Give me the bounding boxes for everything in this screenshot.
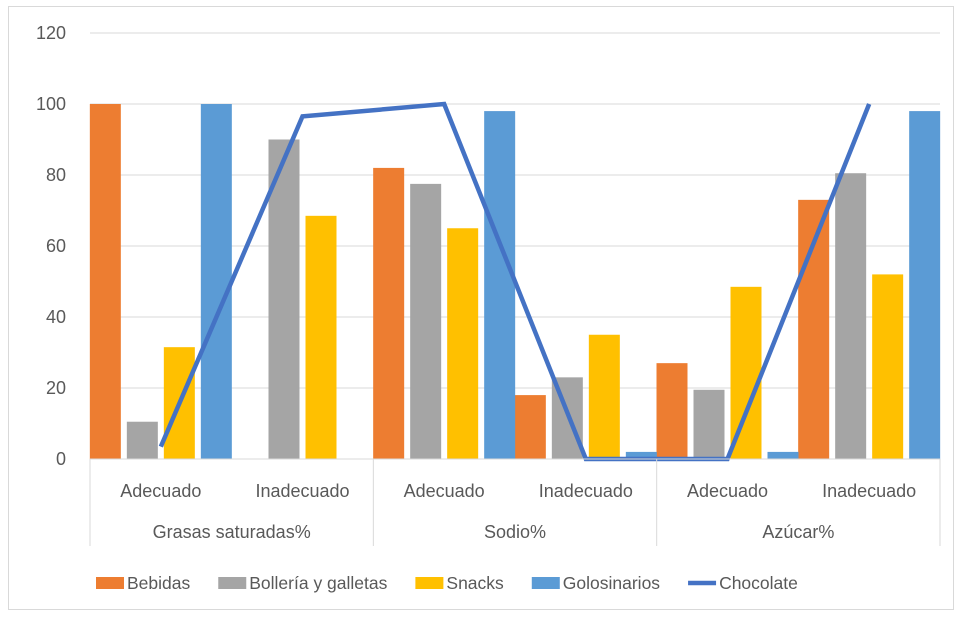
legend-label: Bollería y galletas xyxy=(249,573,387,593)
bar-snacks-4 xyxy=(730,286,762,459)
legend-item-chocolate[interactable]: Chocolate xyxy=(688,573,798,593)
y-tick-label: 40 xyxy=(46,307,66,327)
x-group-label: Grasas saturadas% xyxy=(153,522,311,542)
bar-bebidas-4 xyxy=(656,363,688,459)
legend-swatch xyxy=(531,577,560,589)
bar-snacks-2 xyxy=(447,228,479,459)
x-tick-label: Adecuado xyxy=(687,481,768,501)
x-tick-label: Adecuado xyxy=(120,481,201,501)
y-tick-label: 0 xyxy=(56,449,66,469)
legend-swatch xyxy=(415,577,444,589)
legend-label: Chocolate xyxy=(719,573,798,593)
x-tick-label: Adecuado xyxy=(404,481,485,501)
x-tick-label: Inadecuado xyxy=(255,481,349,501)
bar-golosinarios-4 xyxy=(767,451,799,459)
bar-snacks-1 xyxy=(305,215,337,459)
legend-item-boller-a-y-galletas[interactable]: Bollería y galletas xyxy=(218,573,388,593)
bar-bebidas-0 xyxy=(89,104,121,459)
legend-item-golosinarios[interactable]: Golosinarios xyxy=(531,573,661,593)
x-tick-label: Inadecuado xyxy=(822,481,916,501)
line-chocolate xyxy=(158,101,872,462)
bar-golosinarios-2 xyxy=(484,111,516,459)
bar-bebidas-2 xyxy=(373,167,405,459)
bar-snacks-5 xyxy=(872,274,904,459)
bar-boller-a-y-galletas-2 xyxy=(410,183,442,459)
bar-golosinarios-5 xyxy=(909,111,941,459)
chart-frame xyxy=(8,6,954,610)
x-group-label: Azúcar% xyxy=(762,522,834,542)
legend-swatch xyxy=(96,577,124,589)
legend-item-bebidas[interactable]: Bebidas xyxy=(96,573,190,593)
bar-boller-a-y-galletas-0 xyxy=(126,421,158,459)
bar-boller-a-y-galletas-4 xyxy=(693,389,725,459)
legend-label: Bebidas xyxy=(127,573,190,593)
bar-golosinarios-0 xyxy=(200,104,232,459)
x-tick-label: Inadecuado xyxy=(539,481,633,501)
bar-boller-a-y-galletas-5 xyxy=(835,173,867,459)
legend-swatch xyxy=(218,577,247,589)
bar-boller-a-y-galletas-1 xyxy=(268,139,300,459)
y-tick-label: 60 xyxy=(46,236,66,256)
x-group-label: Sodio% xyxy=(484,522,546,542)
bar-snacks-3 xyxy=(588,334,620,459)
bar-bebidas-3 xyxy=(514,395,546,459)
bar-golosinarios-3 xyxy=(625,451,657,459)
legend-label: Snacks xyxy=(446,573,504,593)
y-tick-label: 20 xyxy=(46,378,66,398)
y-tick-label: 80 xyxy=(46,165,66,185)
y-tick-label: 120 xyxy=(36,23,66,43)
y-tick-label: 100 xyxy=(36,94,66,114)
legend-label: Golosinarios xyxy=(563,573,661,593)
legend-item-snacks[interactable]: Snacks xyxy=(415,573,504,593)
